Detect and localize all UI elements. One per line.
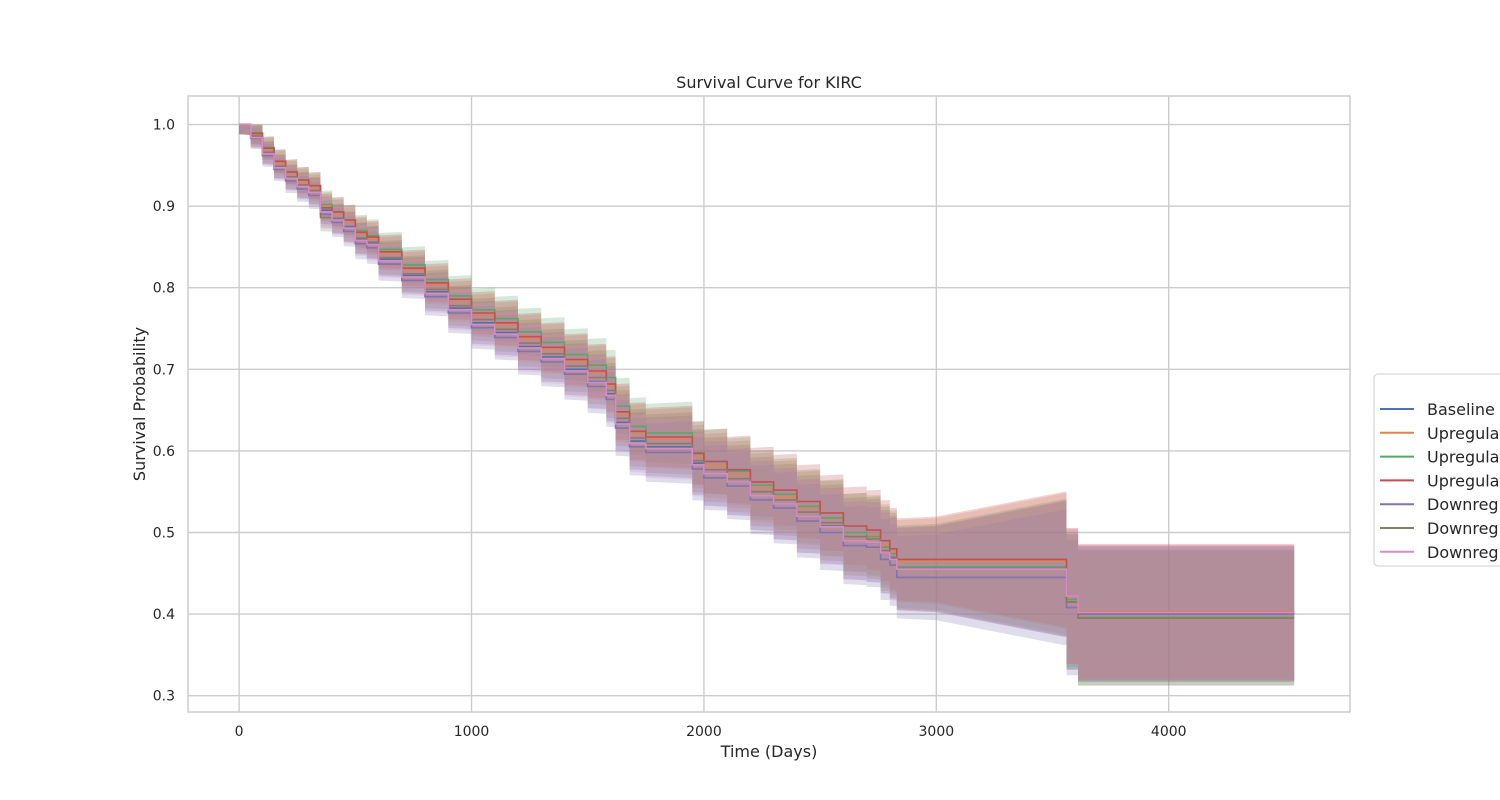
legend: Baseline Upregulat Upregulat Upregulat Downr… xyxy=(1373,373,1500,567)
legend-box xyxy=(1373,373,1500,567)
y-tick-label: 0.4 xyxy=(153,607,175,623)
plot-frame xyxy=(187,95,1351,713)
y-tick-label: 0.9 xyxy=(153,199,175,215)
y-axis-label: Survival Probability xyxy=(130,327,149,481)
x-tick-label: 3000 xyxy=(919,724,955,740)
confidence-band-2 xyxy=(239,124,1295,680)
confidence-bands xyxy=(239,124,1295,686)
legend-label-7: Downregu xyxy=(1427,543,1500,562)
x-axis-ticks: 0 1000 2000 3000 4000 xyxy=(235,724,1187,740)
x-tick-label: 4000 xyxy=(1151,724,1187,740)
x-tick-label: 0 xyxy=(235,724,244,740)
legend-label-3: Upregulat xyxy=(1427,448,1500,467)
y-tick-label: 0.7 xyxy=(153,362,175,378)
y-axis-ticks: 0.3 0.4 0.5 0.6 0.7 0.8 0.9 1.0 xyxy=(153,118,175,705)
legend-label-4: Upregulat xyxy=(1427,471,1500,490)
y-tick-label: 0.6 xyxy=(153,444,175,460)
confidence-band-3 xyxy=(239,124,1295,686)
y-tick-label: 1.0 xyxy=(153,118,175,134)
confidence-band-1 xyxy=(239,124,1295,682)
y-tick-label: 0.3 xyxy=(153,689,175,705)
x-axis-label: Time (Days) xyxy=(720,742,818,761)
survival-line-7 xyxy=(239,123,1295,614)
x-tick-label: 2000 xyxy=(686,724,722,740)
legend-label-6: Downregu xyxy=(1427,519,1500,538)
confidence-band-5 xyxy=(239,124,1295,682)
chart-title: Survival Curve for KIRC xyxy=(676,73,862,92)
y-tick-label: 0.8 xyxy=(153,281,175,297)
confidence-band-6 xyxy=(239,124,1295,686)
survival-lines xyxy=(239,123,1295,619)
y-tick-label: 0.5 xyxy=(153,526,175,542)
legend-label-1: Baseline xyxy=(1427,400,1495,419)
legend-label-2: Upregulat xyxy=(1427,424,1500,443)
confidence-band-7 xyxy=(239,124,1295,681)
legend-label-5: Downregu xyxy=(1427,495,1500,514)
confidence-band-4 xyxy=(239,124,1295,681)
x-tick-label: 1000 xyxy=(454,724,490,740)
